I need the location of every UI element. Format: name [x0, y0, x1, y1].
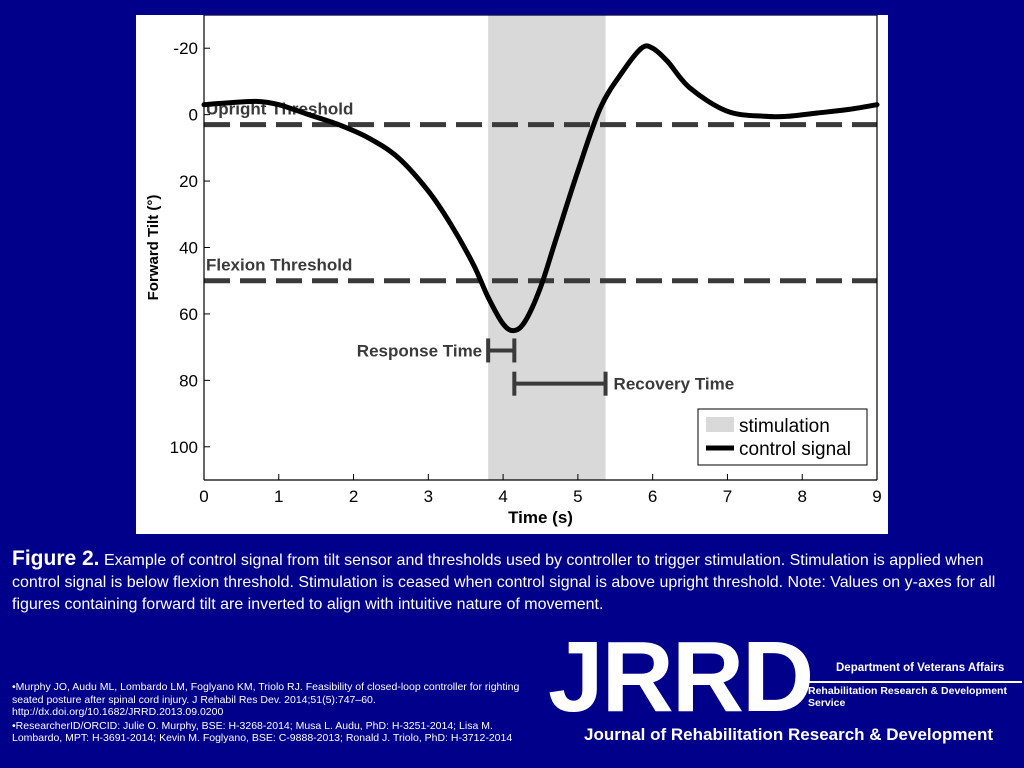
x-tick-label: 6 — [648, 487, 657, 506]
axes: 0 1 2 3 4 5 6 7 8 9 -20 0 20 40 60 80 100 — [170, 15, 882, 506]
service-name: Rehabilitation Research & Development Se… — [808, 685, 1007, 709]
x-tick-label: 4 — [498, 487, 507, 506]
y-tick-label: 100 — [170, 438, 198, 457]
x-tick-label: 1 — [274, 487, 283, 506]
control-signal-line — [201, 43, 880, 334]
x-tick-label: 0 — [199, 487, 208, 506]
logo-divider — [808, 681, 1022, 683]
annotation-label: Response Time — [357, 341, 482, 360]
time-annotations: Response Time Recovery Time — [357, 338, 735, 396]
y-tick-label: 0 — [189, 106, 198, 125]
citation: •Murphy JO, Audu ML, Lombardo LM, Foglya… — [12, 681, 520, 719]
caption-label: Figure 2. — [12, 547, 100, 570]
figure-panel: Upright Threshold Flexion Threshold Respo… — [136, 15, 888, 534]
y-tick-label: 60 — [179, 305, 198, 324]
annotation-label: Recovery Time — [614, 375, 735, 394]
y-tick-label: 20 — [179, 172, 198, 191]
jrrd-logo: JRRD Department of Veterans Affairs Reha… — [540, 622, 1024, 768]
x-tick-label: 2 — [349, 487, 358, 506]
legend-label: control signal — [739, 439, 851, 460]
department-name: Department of Veterans Affairs — [836, 662, 1005, 674]
jrrd-wordmark: JRRD — [548, 621, 814, 733]
threshold-label: Flexion Threshold — [206, 256, 352, 275]
x-tick-label: 9 — [872, 487, 881, 506]
figure-caption: Figure 2. Example of control signal from… — [12, 548, 1012, 616]
x-tick-label: 8 — [797, 487, 806, 506]
threshold-label: Upright Threshold — [206, 100, 353, 119]
y-tick-label: -20 — [173, 39, 198, 58]
legend-label: stimulation — [739, 416, 830, 437]
legend-swatch-stimulation — [706, 417, 734, 432]
x-axis-label: Time (s) — [508, 508, 573, 527]
x-tick-label: 5 — [573, 487, 582, 506]
x-tick-label: 7 — [723, 487, 732, 506]
y-tick-label: 40 — [179, 239, 198, 258]
y-tick-label: 80 — [179, 371, 198, 390]
stimulation-band — [488, 15, 606, 480]
x-tick-label: 3 — [424, 487, 433, 506]
researcher-ids: •ResearcherID/ORCID: Julie O. Murphy, BS… — [12, 719, 513, 745]
journal-name: Journal of Rehabilitation Research & Dev… — [584, 725, 994, 744]
caption-text: Example of control signal from tilt sens… — [12, 552, 996, 613]
references: •Murphy JO, Audu ML, Lombardo LM, Foglya… — [12, 681, 540, 746]
chart: Upright Threshold Flexion Threshold Respo… — [145, 15, 882, 527]
y-axis-label: Forward Tilt (°) — [145, 195, 162, 301]
